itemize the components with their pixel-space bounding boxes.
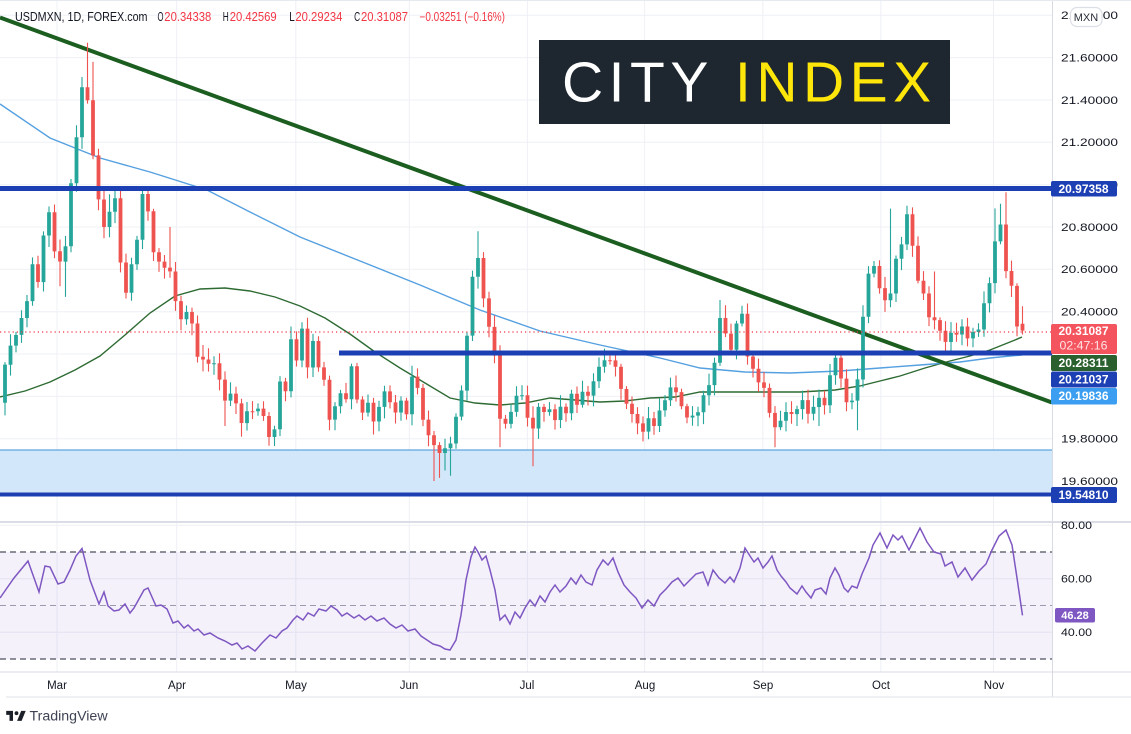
svg-text:20.19836: 20.19836 (1059, 391, 1109, 403)
svg-text:19.80000: 19.80000 (1061, 434, 1118, 446)
svg-text:20.31087: 20.31087 (361, 10, 408, 24)
svg-text:21.60000: 21.60000 (1061, 52, 1118, 64)
svg-text:Aug: Aug (635, 680, 655, 692)
svg-text:MXN: MXN (1074, 12, 1099, 24)
svg-text:O: O (158, 10, 164, 24)
svg-text:20.97358: 20.97358 (1059, 184, 1110, 196)
svg-text:20.28311: 20.28311 (1059, 358, 1110, 370)
svg-text:21.40000: 21.40000 (1061, 95, 1118, 107)
svg-text:21.20000: 21.20000 (1061, 137, 1118, 149)
svg-text:−0.03251 (−0.16%): −0.03251 (−0.16%) (420, 10, 506, 24)
svg-text:20.21037: 20.21037 (1059, 375, 1109, 387)
svg-text:20.31087: 20.31087 (1059, 326, 1109, 338)
svg-text:H: H (223, 10, 229, 24)
svg-text:Jun: Jun (400, 680, 419, 692)
svg-text:20.80000: 20.80000 (1061, 222, 1118, 234)
svg-text:CITY: CITY (562, 51, 714, 115)
svg-text:Apr: Apr (168, 680, 186, 692)
svg-text:20.60000: 20.60000 (1061, 264, 1118, 276)
svg-text:46.28: 46.28 (1061, 610, 1089, 622)
svg-text:Oct: Oct (872, 680, 891, 692)
svg-text:Jul: Jul (520, 680, 535, 692)
svg-text:40.00: 40.00 (1061, 627, 1092, 639)
svg-text:INDEX: INDEX (735, 51, 937, 115)
svg-text:19.54810: 19.54810 (1059, 490, 1109, 502)
svg-text:60.00: 60.00 (1061, 574, 1092, 586)
svg-text:20.29234: 20.29234 (295, 10, 342, 24)
svg-text:19.60000: 19.60000 (1061, 476, 1118, 488)
svg-text:20.34338: 20.34338 (164, 10, 211, 24)
svg-text:80.00: 80.00 (1061, 520, 1092, 532)
svg-text:C: C (354, 10, 360, 24)
svg-text:02:47:16: 02:47:16 (1060, 341, 1108, 353)
svg-text:Nov: Nov (984, 680, 1005, 692)
svg-text:Sep: Sep (753, 680, 773, 692)
svg-text:USDMXN, 1D, FOREX.com: USDMXN, 1D, FOREX.com (15, 10, 148, 24)
svg-text:20.42569: 20.42569 (230, 10, 277, 24)
svg-text:Mar: Mar (47, 680, 67, 692)
svg-text:20.40000: 20.40000 (1061, 307, 1118, 319)
svg-text:L: L (289, 10, 295, 24)
svg-text:May: May (285, 680, 307, 692)
svg-text:TradingView: TradingView (30, 709, 109, 725)
